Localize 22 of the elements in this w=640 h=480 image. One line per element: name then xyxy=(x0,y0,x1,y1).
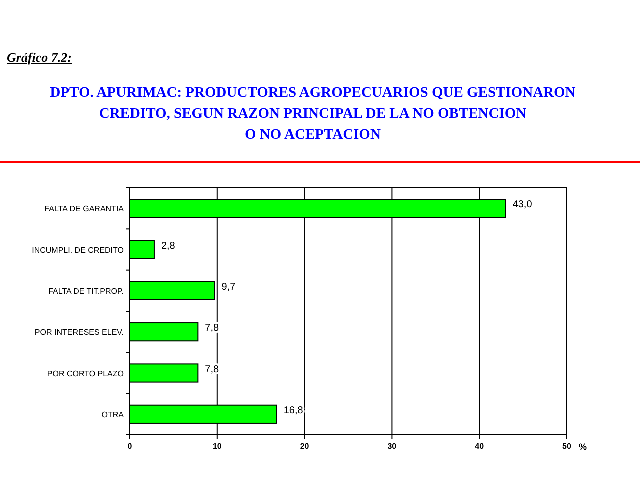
chart-title: DPTO. APURIMAC: PRODUCTORES AGROPECUARIOS QUE GESTIONARON CREDITO, SEGUN RAZON PRINCIPAL DE LA NO OBTENCION O NO ACEPTACION xyxy=(50,85,576,143)
x-axis-title: % xyxy=(579,442,588,452)
x-tick-label: 0 xyxy=(128,442,133,451)
x-tick-label: 40 xyxy=(475,442,485,451)
x-tick-label: 10 xyxy=(212,442,222,451)
y-tick-label: POR INTERESES ELEV. xyxy=(34,328,124,338)
bar xyxy=(130,322,199,342)
data-label: 16,8 xyxy=(284,405,304,416)
data-label: 2,8 xyxy=(161,240,176,252)
bar xyxy=(130,364,199,383)
data-label: 43,0 xyxy=(512,200,533,211)
y-tick-label: FALTA DE TIT.PROP. xyxy=(48,286,124,296)
x-tick-label: 30 xyxy=(388,442,398,451)
y-tick-label: FALTA DE GARANTIA xyxy=(44,204,125,214)
y-tick-label: POR CORTO PLAZO xyxy=(47,369,124,378)
data-label: 9,7 xyxy=(222,282,236,293)
x-tick-label: 20 xyxy=(300,442,310,451)
text: Gráfico 7.2: xyxy=(7,50,72,65)
bar xyxy=(130,240,155,260)
y-tick-label: OTRA xyxy=(102,410,125,420)
x-tick-label: 50 xyxy=(562,442,572,451)
y-tick-label: INCUMPLI. DE CREDITO xyxy=(32,246,124,255)
